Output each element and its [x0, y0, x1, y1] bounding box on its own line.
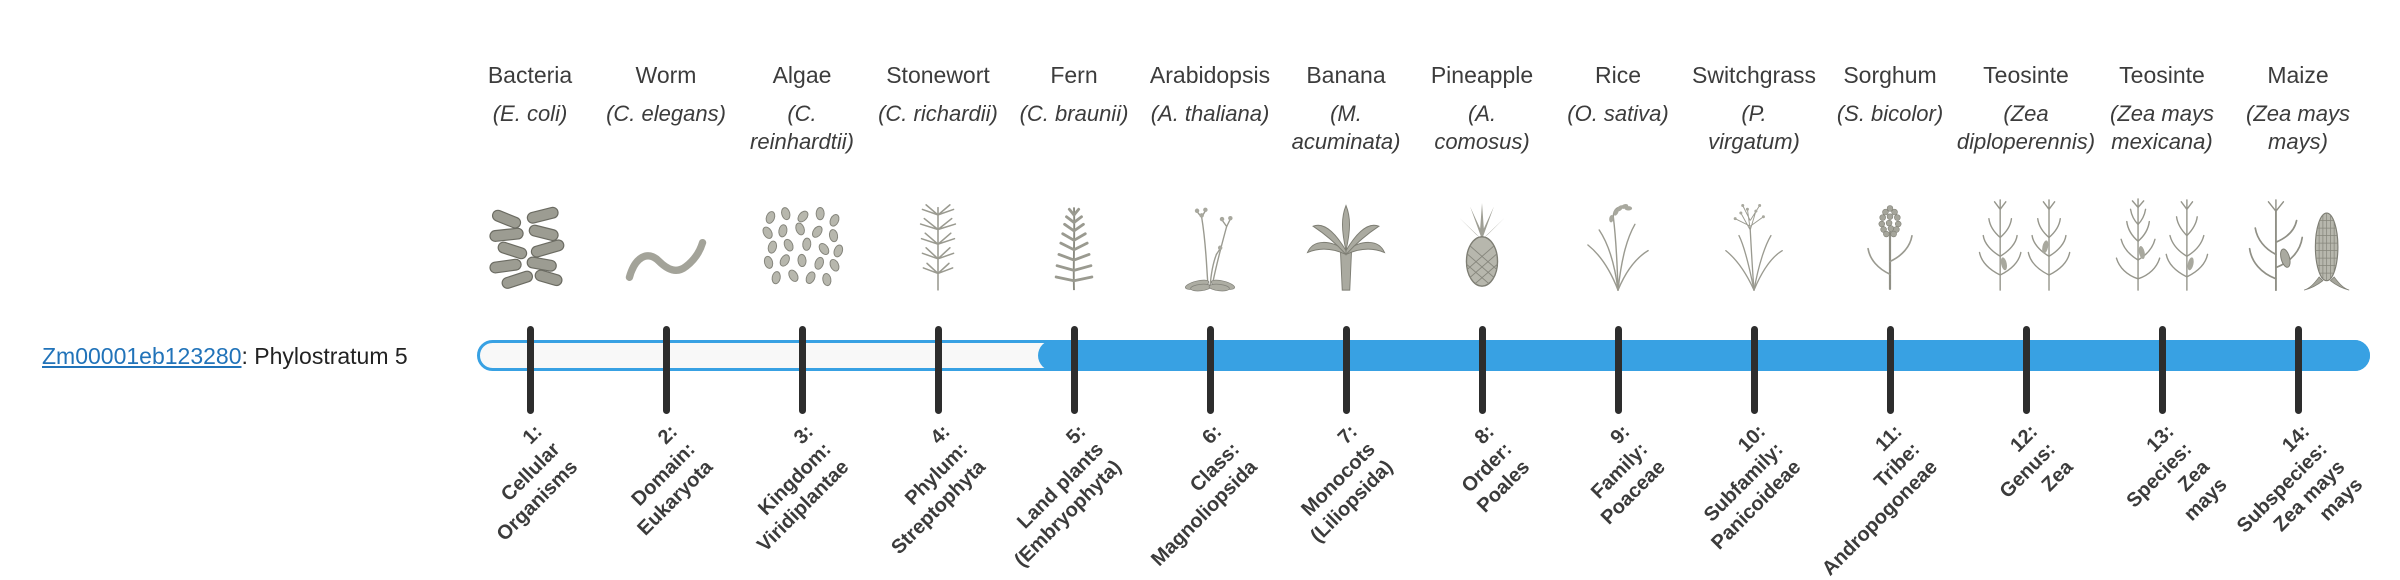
stratum-tick — [2158, 326, 2166, 414]
fern-icon — [1000, 174, 1148, 292]
stratum-tick — [798, 326, 806, 414]
algae-icon — [728, 174, 876, 292]
gene-phylostratum-text: : Phylostratum 5 — [241, 343, 408, 369]
organism-column: Worm (C. elegans) 2: Domain: Eukaryota — [598, 62, 734, 580]
organism-scientific-name: (C. elegans) — [606, 101, 726, 126]
stratum-label: 9: Family: Poaceae — [1586, 420, 1670, 530]
rice-icon — [1544, 174, 1692, 292]
organism-common-name: Switchgrass — [1692, 62, 1816, 88]
organism-column: Maize (Zea mays mays) 14: Subspecies: Ze… — [2230, 62, 2367, 580]
stratum-label: 10: Subfamily: Panicoideae — [1700, 420, 1806, 555]
stratum-tick — [1614, 326, 1622, 414]
stratum-tick — [1206, 326, 1214, 414]
bacteria-icon — [456, 174, 604, 292]
stratum-tick — [2022, 326, 2030, 414]
stratum-label: 7: Monocots (Liliopsida) — [1297, 420, 1398, 548]
organism-column: Sorghum (S. bicolor) 11: Tribe: Andropog… — [1818, 62, 1958, 580]
organism-common-name: Arabidopsis — [1149, 62, 1271, 88]
teosinte-diploperennis-icon — [1952, 174, 2100, 292]
organism-common-name: Teosinte — [1983, 62, 2069, 88]
organism-scientific-name: (P. virgatum) — [1708, 101, 1800, 154]
organism-column: Algae (C. reinhardtii) 3: Kingdom: Virid… — [734, 62, 870, 580]
organism-scientific-name: (A. comosus) — [1434, 101, 1530, 154]
organism-scientific-name: (Zea mays mays) — [2246, 101, 2350, 154]
organism-scientific-name: (A. thaliana) — [1150, 101, 1270, 126]
organism-scientific-name: (C. braunii) — [1019, 101, 1129, 126]
maize-icon — [2224, 174, 2372, 292]
organism-scientific-name: (O. sativa) — [1567, 101, 1669, 126]
stratum-tick — [2294, 326, 2302, 414]
organism-common-name: Rice — [1594, 62, 1641, 88]
organism-scientific-name: (S. bicolor) — [1836, 101, 1944, 126]
stratum-label: 12: Genus: Zea — [1995, 420, 2078, 503]
organism-column: Teosinte (Zea diploperennis) 12: Genus: … — [1957, 62, 2095, 580]
pineapple-icon — [1408, 174, 1556, 292]
switchgrass-icon — [1680, 174, 1828, 292]
sorghum-icon — [1816, 174, 1964, 292]
stonewort-icon — [864, 174, 1012, 292]
organism-common-name: Fern — [1050, 62, 1098, 88]
organism-common-name: Stonewort — [886, 62, 990, 88]
stratum-tick — [526, 326, 534, 414]
organism-common-name: Bacteria — [487, 62, 573, 88]
arabidopsis-icon — [1136, 174, 1284, 292]
organism-column: Stonewort (C. richardii) 4: Phylum: Stre… — [870, 62, 1006, 580]
stratum-label: 2: Domain: Eukaryota — [627, 420, 718, 541]
organism-common-name: Banana — [1306, 62, 1386, 88]
stratum-tick — [662, 326, 670, 414]
organism-common-name: Teosinte — [2119, 62, 2205, 88]
stratum-tick — [1750, 326, 1758, 414]
organism-common-name: Sorghum — [1843, 62, 1937, 88]
organism-common-name: Worm — [635, 62, 697, 88]
stratum-tick — [1886, 326, 1894, 414]
gene-link[interactable]: Zm00001eb123280 — [42, 343, 242, 369]
organism-scientific-name: (Zea mays mexicana) — [2110, 101, 2214, 154]
stratum-label: 14: Subspecies: Zea mays mays — [2233, 420, 2368, 538]
organism-common-name: Algae — [772, 62, 832, 88]
stratum-tick — [1342, 326, 1350, 414]
stratum-tick — [934, 326, 942, 414]
organism-column: Banana (M. acuminata) 7: Monocots (Lilio… — [1278, 62, 1414, 580]
stratum-label: 1: Cellular Organisms — [492, 420, 582, 546]
timeline-bar-fill — [1038, 340, 2370, 371]
stratum-tick — [1478, 326, 1486, 414]
organism-column: Switchgrass (P. virgatum) 10: Subfamily:… — [1686, 62, 1822, 580]
organism-column: Fern (C. braunii) 5: Land plants (Embryo… — [1006, 62, 1142, 580]
organism-scientific-name: (E. coli) — [492, 101, 568, 126]
stratum-label: 4: Phylum: Streptophyta — [886, 420, 990, 559]
teosinte-mexicana-icon — [2088, 174, 2236, 292]
organism-column: Bacteria (E. coli) 1: Cellular Organisms — [462, 62, 598, 580]
gene-label: Zm00001eb123280: Phylostratum 5 — [42, 342, 408, 370]
organism-column: Teosinte (Zea mays mexicana) 13: Species… — [2094, 62, 2232, 580]
worm-icon — [592, 174, 740, 292]
organism-column: Arabidopsis (A. thaliana) 6: Class: Magn… — [1142, 62, 1278, 580]
stratum-tick — [1070, 326, 1078, 414]
stratum-label: 8: Order: Poales — [1457, 420, 1534, 518]
organism-column: Rice (O. sativa) 9: Family: Poaceae — [1550, 62, 1686, 580]
stratum-label: 13: Species: Zea mays — [2122, 420, 2232, 526]
organism-scientific-name: (Zea diploperennis) — [1956, 101, 2096, 154]
stratum-label: 3: Kingdom: Viridiplantae — [753, 420, 854, 557]
organism-scientific-name: (M. acuminata) — [1291, 101, 1401, 154]
organism-common-name: Pineapple — [1430, 62, 1534, 88]
organism-common-name: Maize — [2267, 62, 2329, 88]
organism-scientific-name: (C. reinhardtii) — [750, 101, 854, 154]
organism-scientific-name: (C. richardii) — [878, 101, 998, 126]
banana-icon — [1272, 174, 1420, 292]
organism-column: Pineapple (A. comosus) 8: Order: Poales — [1414, 62, 1550, 580]
